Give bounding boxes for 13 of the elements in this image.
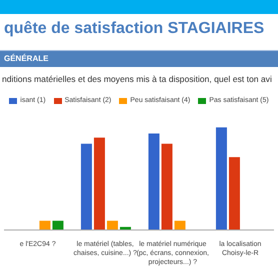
bar: [174, 220, 186, 230]
chart-subtitle: GÉNÉRALE: [4, 54, 48, 63]
bar: [106, 220, 118, 230]
chart-title: quête de satisfaction STAGIAIRES: [4, 20, 264, 38]
bar: [80, 144, 92, 230]
bar: [216, 127, 227, 230]
bar: [148, 134, 160, 230]
bar: [94, 138, 105, 230]
bar: [228, 157, 240, 230]
bar: [52, 220, 64, 230]
bar: [39, 220, 50, 230]
bar: [161, 144, 172, 230]
text: nditions matérielles et des moyens mis à ta disposition, quel est ton avi: [2, 74, 272, 84]
